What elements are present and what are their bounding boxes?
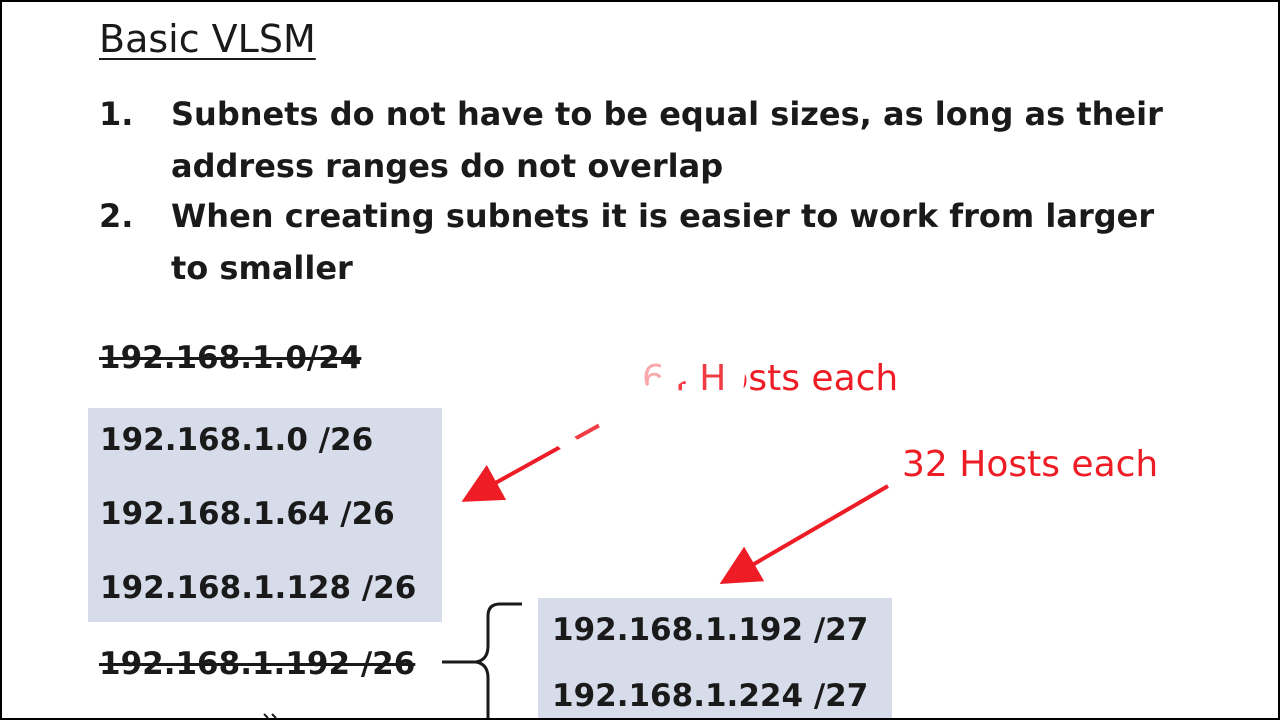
play-button[interactable] (520, 254, 752, 486)
point-2: 2. When creating subnets it is easier to… (99, 190, 1199, 300)
label-32-hosts: 32 Hosts each (902, 444, 1159, 485)
subnet-27-box: 192.168.1.192 /27 192.168.1.224 /27 (538, 598, 892, 718)
struck-subnet: 192.168.1.192 /26 (99, 646, 416, 682)
original-network: 192.168.1.0/24 (99, 340, 362, 376)
subnet-26-row: 192.168.1.0 /26 (100, 422, 374, 458)
subnet-26-box: 192.168.1.0 /26 192.168.1.64 /26 192.168… (88, 408, 442, 622)
cutoff-mark (263, 713, 277, 718)
point-number: 2. (99, 197, 134, 235)
subnet-26-row: 192.168.1.64 /26 (100, 496, 395, 532)
split-brace (442, 602, 522, 718)
slide-title: Basic VLSM (99, 17, 316, 61)
arrow-32-hosts (719, 484, 890, 585)
point-text: When creating subnets it is easier to wo… (171, 197, 1155, 287)
subnet-27-row: 192.168.1.224 /27 (552, 678, 869, 714)
point-text: Subnets do not have to be equal sizes, a… (171, 95, 1163, 185)
point-1: 1. Subnets do not have to be equal sizes… (99, 88, 1199, 198)
subnet-27-row: 192.168.1.192 /27 (552, 612, 869, 648)
point-number: 1. (99, 95, 134, 133)
play-icon (527, 261, 745, 479)
subnet-26-row: 192.168.1.128 /26 (100, 570, 417, 606)
